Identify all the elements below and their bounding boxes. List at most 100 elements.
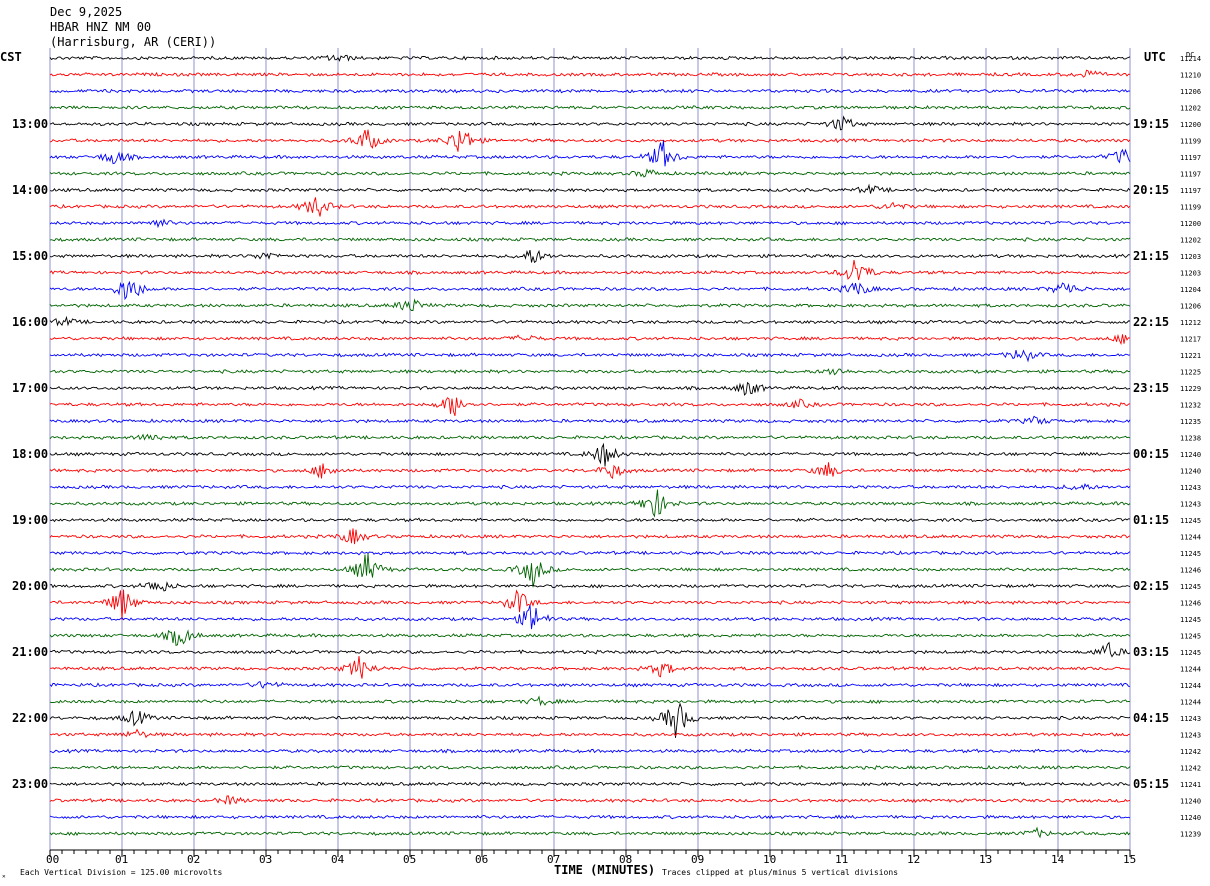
dc-offset-label: 11242 — [1180, 748, 1201, 756]
utc-hour-label: 23:15 — [1133, 381, 1169, 395]
cst-hour-label: 23:00 — [12, 777, 48, 791]
cst-hour-label: 17:00 — [12, 381, 48, 395]
axis-ticks — [49, 849, 1131, 857]
seismic-trace — [49, 681, 1130, 689]
corner-mark: ✕ — [2, 873, 6, 880]
seismic-trace — [49, 641, 1131, 658]
utc-hour-label: 21:15 — [1133, 249, 1169, 263]
left-timezone-label: CST — [0, 50, 22, 64]
dc-offset-label: 11244 — [1180, 666, 1201, 674]
dc-offset-label: 11199 — [1180, 204, 1201, 212]
dc-offset-label: 11200 — [1180, 121, 1201, 129]
seismic-traces — [49, 54, 1131, 839]
utc-hour-label: 00:15 — [1133, 447, 1169, 461]
seismic-trace — [49, 629, 1131, 647]
seismic-trace — [49, 115, 1131, 131]
seismic-trace — [49, 462, 1131, 480]
dc-offset-label: 11244 — [1180, 534, 1201, 542]
x-tick-label: 12 — [907, 853, 920, 866]
seismic-trace — [49, 702, 1131, 738]
seismic-trace — [49, 237, 1131, 242]
seismic-trace — [49, 381, 1131, 396]
x-tick-label: 13 — [979, 853, 992, 866]
dc-offset-label: 11200 — [1180, 220, 1201, 228]
seismic-trace — [49, 168, 1131, 178]
seismic-trace — [49, 826, 1131, 839]
axis-labels: 00 01 02 03 04 05 06 07 08 09 10 11 12 13 14 15 11214 112… — [12, 55, 1201, 866]
plot-date: Dec 9,2025 — [50, 5, 123, 19]
dc-offset-label: 11241 — [1180, 781, 1201, 789]
x-tick-label: 14 — [1051, 853, 1065, 866]
dc-offset-label: 11240 — [1180, 798, 1201, 806]
clip-note: Traces clipped at plus/minus 5 vertical … — [662, 868, 898, 877]
dc-offset-label: 11246 — [1180, 567, 1201, 575]
seismic-trace — [49, 69, 1131, 78]
seismic-trace — [49, 298, 1131, 311]
dc-offset-label: 11197 — [1180, 171, 1201, 179]
x-tick-label: 03 — [259, 853, 272, 866]
seismic-trace — [49, 197, 1131, 217]
dc-offset-label: 11244 — [1180, 682, 1201, 690]
cst-hour-label: 15:00 — [12, 249, 48, 263]
dc-offset-label: 11244 — [1180, 699, 1201, 707]
x-tick-label: 02 — [187, 853, 200, 866]
seismic-trace — [49, 517, 1131, 523]
seismic-trace — [49, 249, 1131, 264]
dc-offset-label: 11197 — [1180, 154, 1201, 162]
dc-offset-label: 11245 — [1180, 616, 1201, 624]
x-tick-label: 01 — [115, 853, 128, 866]
dc-offset-label: 11199 — [1180, 138, 1201, 146]
utc-hour-label: 19:15 — [1133, 117, 1169, 131]
seismic-trace — [49, 748, 1131, 754]
scale-note: Each Vertical Division = 125.00 microvol… — [20, 868, 222, 877]
seismic-trace — [50, 589, 1131, 620]
dc-offset-label: 11232 — [1180, 402, 1201, 410]
dc-offset-label: 11245 — [1180, 633, 1201, 641]
utc-hour-label: 22:15 — [1133, 315, 1169, 329]
seismic-trace — [49, 415, 1131, 425]
seismic-trace — [49, 105, 1131, 110]
dc-offset-label: 11212 — [1180, 319, 1201, 327]
dc-offset-label: 11245 — [1180, 550, 1201, 558]
x-tick-label: 04 — [331, 853, 345, 866]
right-timezone-label: UTC — [1144, 50, 1166, 64]
dc-offset-label: 11245 — [1180, 583, 1201, 591]
seismic-trace — [49, 764, 1131, 770]
dc-offset-label: 11245 — [1180, 649, 1201, 657]
seismic-trace — [49, 333, 1131, 346]
cst-hour-label: 21:00 — [12, 645, 48, 659]
seismic-trace — [49, 605, 1131, 630]
seismic-trace — [49, 695, 1131, 707]
dc-offset-label: 11240 — [1180, 814, 1201, 822]
dc-offset-label: 11203 — [1180, 270, 1201, 278]
dc-offset-label: 11240 — [1180, 468, 1201, 476]
x-tick-label: 06 — [475, 853, 488, 866]
dc-offset-label: 11202 — [1180, 105, 1201, 113]
seismic-trace — [49, 183, 1131, 194]
seismic-trace — [49, 315, 1131, 327]
seismic-trace — [49, 581, 1131, 592]
dc-offset-label: 11235 — [1180, 418, 1201, 426]
seismic-trace — [49, 433, 1131, 441]
dc-offset-label: 11206 — [1180, 303, 1201, 311]
station-code: HBAR HNZ NM 00 — [50, 20, 152, 34]
seismic-trace — [49, 483, 1131, 491]
utc-hour-label: 20:15 — [1133, 183, 1169, 197]
dc-offset-label: 11225 — [1180, 369, 1201, 377]
seismic-trace — [49, 728, 1131, 739]
seismic-trace — [49, 550, 1131, 556]
cst-hour-label: 16:00 — [12, 315, 48, 329]
dc-offset-label: 11203 — [1180, 253, 1201, 261]
x-tick-label: 10 — [763, 853, 776, 866]
seismic-trace — [49, 397, 1131, 417]
dc-offset-label: 11243 — [1180, 501, 1201, 509]
cst-hour-label: 20:00 — [12, 579, 48, 593]
dc-offset-label: 11214 — [1180, 55, 1201, 63]
x-tick-label: 15 — [1123, 853, 1136, 866]
cst-hour-label: 13:00 — [12, 117, 48, 131]
dc-offset-label: 11206 — [1180, 88, 1201, 96]
dc-offset-label: 11243 — [1180, 484, 1201, 492]
seismic-trace — [49, 259, 1131, 281]
x-tick-label: 11 — [835, 853, 848, 866]
